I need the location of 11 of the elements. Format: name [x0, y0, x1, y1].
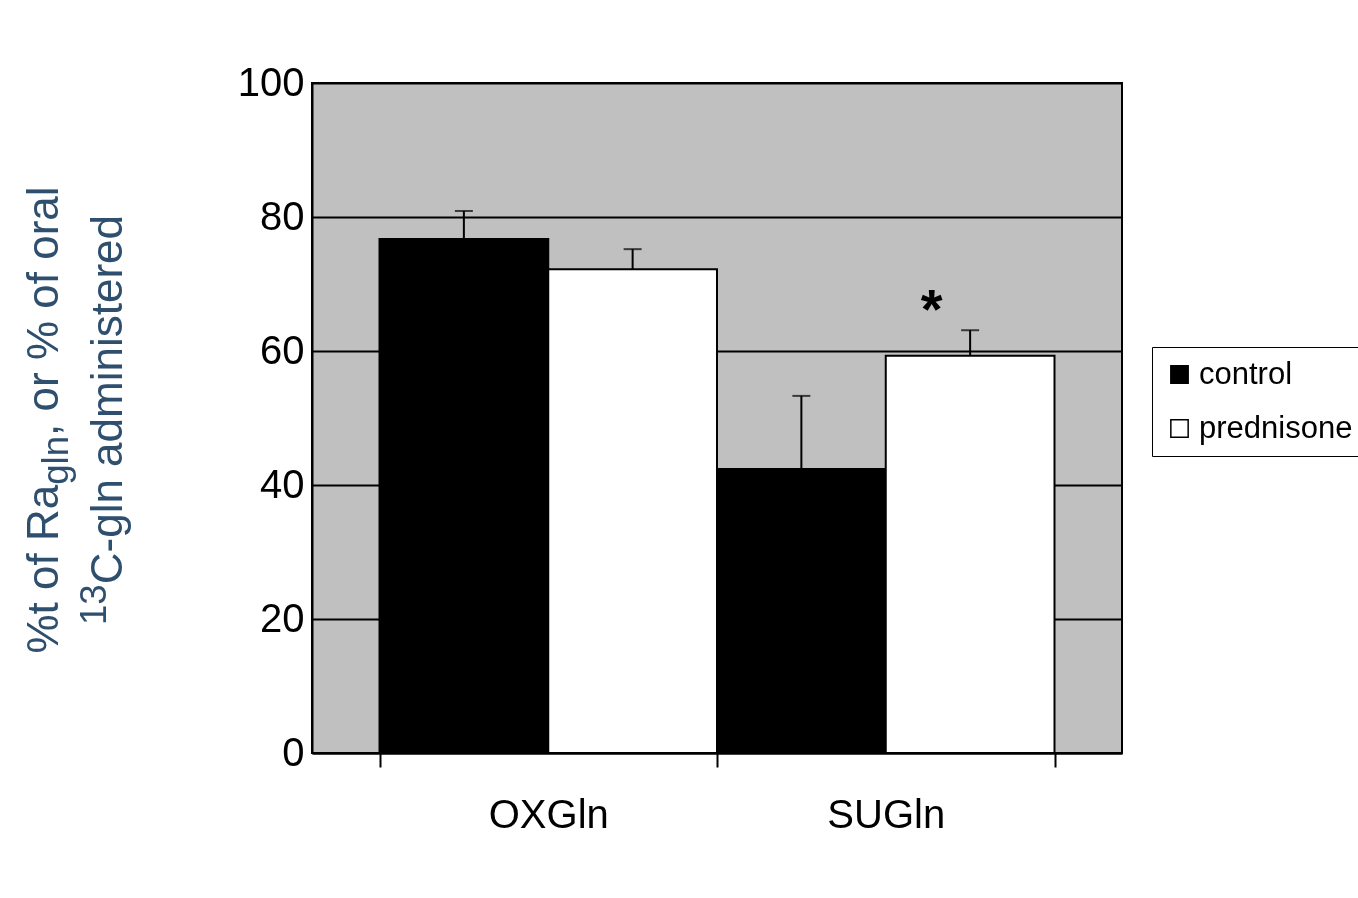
legend-label: control — [1199, 355, 1293, 391]
legend-label: prednisone — [1199, 409, 1353, 445]
y-tick-label: 0 — [282, 729, 305, 774]
annotation: * — [920, 276, 943, 340]
x-tick-label: SUGln — [827, 791, 946, 836]
y-tick-label: 100 — [237, 59, 305, 104]
y-tick-label: 40 — [260, 461, 305, 506]
y-tick-label: 60 — [260, 327, 305, 372]
x-tick-label: OXGln — [488, 791, 609, 836]
y-tick-label: 20 — [260, 595, 305, 640]
y-tick-label: 80 — [260, 193, 305, 238]
